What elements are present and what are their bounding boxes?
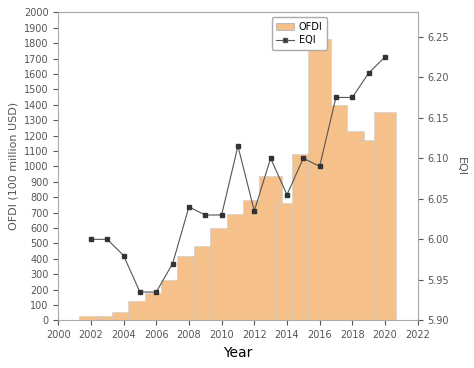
Bar: [112, 312, 135, 321]
Bar: [275, 204, 299, 321]
Bar: [292, 154, 315, 321]
Bar: [177, 256, 201, 321]
Bar: [96, 316, 118, 321]
Y-axis label: EQI: EQI: [456, 157, 465, 176]
Bar: [194, 247, 217, 321]
Bar: [128, 301, 151, 321]
Bar: [308, 39, 331, 321]
Bar: [145, 293, 168, 321]
Bar: [80, 316, 102, 321]
Bar: [341, 131, 364, 321]
Y-axis label: OFDI (100 million USD): OFDI (100 million USD): [9, 102, 18, 230]
Bar: [374, 113, 396, 321]
Bar: [161, 280, 184, 321]
Bar: [227, 214, 249, 321]
Bar: [210, 228, 233, 321]
Bar: [325, 105, 347, 321]
X-axis label: Year: Year: [223, 346, 253, 360]
Legend: OFDI, EQI: OFDI, EQI: [272, 17, 328, 50]
Bar: [243, 200, 266, 321]
Bar: [357, 140, 380, 321]
Bar: [259, 176, 282, 321]
